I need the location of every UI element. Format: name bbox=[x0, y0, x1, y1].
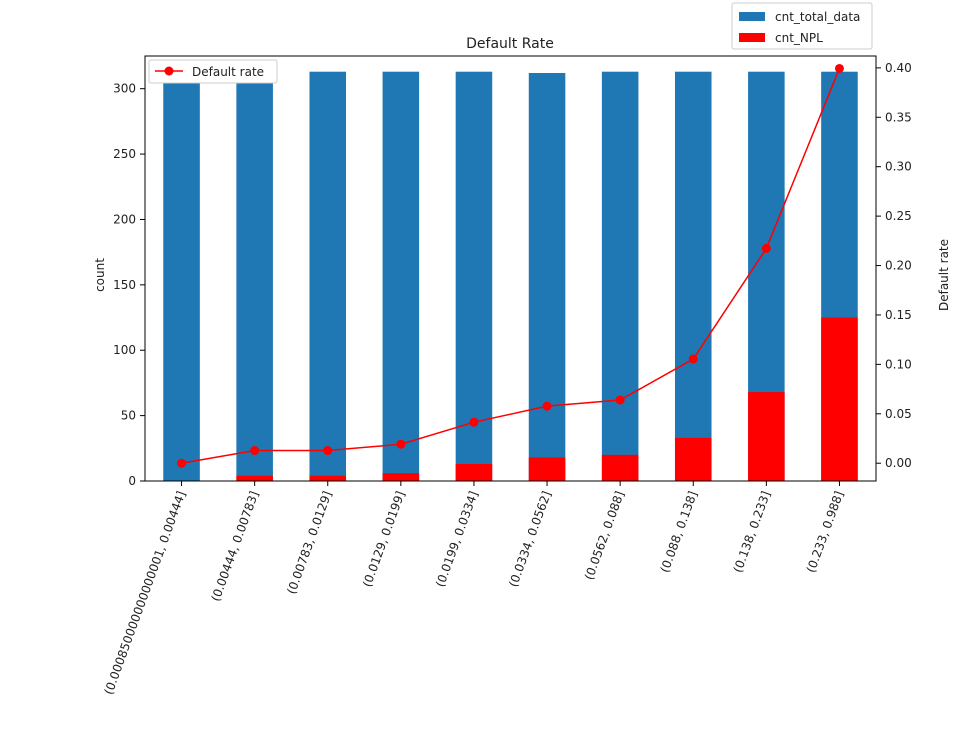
default-rate-point-0 bbox=[177, 458, 187, 468]
bar-total-5 bbox=[528, 73, 566, 481]
chart-title: Default Rate bbox=[466, 36, 554, 52]
default-rate-point-5 bbox=[542, 401, 552, 411]
default-rate-point-6 bbox=[615, 395, 625, 405]
x-tick-label-2: (0.00783, 0.0129] bbox=[284, 489, 334, 596]
plot-frame bbox=[144, 55, 877, 482]
default-rate-point-1 bbox=[250, 446, 260, 456]
legend-line-marker bbox=[164, 66, 174, 76]
bar-total-6 bbox=[601, 71, 639, 481]
bar-npl-3 bbox=[382, 473, 420, 481]
legend-swatch-cnt_total_data bbox=[739, 12, 765, 21]
legend-label-cnt_total_data: cnt_total_data bbox=[775, 10, 860, 24]
x-tick-label-0: (0.000850000000000001, 0.00444] bbox=[102, 489, 189, 696]
x-tick-label-6: (0.0562, 0.088] bbox=[582, 489, 627, 582]
bar-npl-7 bbox=[674, 437, 712, 481]
default-rate-point-4 bbox=[469, 417, 479, 427]
bars-layer bbox=[163, 71, 858, 481]
x-tick-label-4: (0.0199, 0.0334] bbox=[433, 489, 481, 589]
default-rate-point-9 bbox=[834, 63, 844, 73]
y-axis-label-right: Default rate bbox=[937, 239, 951, 311]
y-tick-label-right-3: 0.15 bbox=[885, 308, 912, 322]
default-rate-point-7 bbox=[688, 354, 698, 364]
bar-npl-4 bbox=[455, 464, 493, 481]
bar-npl-6 bbox=[601, 454, 639, 481]
bar-total-0 bbox=[163, 71, 200, 481]
x-tick-label-7: (0.088, 0.138] bbox=[658, 489, 700, 574]
y-tick-label-right-1: 0.05 bbox=[885, 407, 912, 421]
legend-swatch-cnt_NPL bbox=[739, 33, 765, 42]
default-rate-point-8 bbox=[761, 243, 771, 253]
legend-label-default-rate: Default rate bbox=[192, 65, 264, 79]
bar-total-7 bbox=[674, 71, 712, 481]
bar-npl-5 bbox=[528, 457, 566, 481]
bar-total-4 bbox=[455, 71, 493, 481]
y-tick-label-right-8: 0.40 bbox=[885, 61, 912, 75]
bar-total-1 bbox=[236, 71, 273, 481]
legend-line: Default rate bbox=[148, 59, 278, 84]
bar-npl-1 bbox=[236, 475, 273, 481]
bar-npl-2 bbox=[309, 475, 347, 481]
default-rate-point-2 bbox=[323, 446, 333, 456]
y-tick-label-left-6: 300 bbox=[113, 82, 136, 96]
y-tick-label-right-6: 0.30 bbox=[885, 160, 912, 174]
default-rate-line bbox=[181, 68, 841, 464]
y-tick-label-left-3: 150 bbox=[113, 278, 136, 292]
y-axis-label-left: count bbox=[93, 258, 107, 292]
x-tick-label-5: (0.0334, 0.0562] bbox=[506, 489, 554, 589]
legend-line-box bbox=[148, 59, 278, 84]
axes-layer: 0 50 100 150 200 250 300 0.00 0.05 0.10 0.15 0.20 0.… bbox=[102, 55, 912, 697]
legend-bars: cnt_total_data cnt_NPL bbox=[731, 2, 873, 50]
bar-total-2 bbox=[309, 71, 347, 481]
x-tick-label-1: (0.00444, 0.00783] bbox=[209, 489, 262, 603]
y-tick-label-right-0: 0.00 bbox=[885, 456, 912, 470]
y-tick-label-right-4: 0.20 bbox=[885, 259, 912, 273]
bar-npl-9 bbox=[821, 317, 858, 481]
y-tick-label-right-2: 0.10 bbox=[885, 357, 912, 371]
legend-label-cnt_NPL: cnt_NPL bbox=[775, 31, 823, 45]
x-tick-label-3: (0.0129, 0.0199] bbox=[360, 489, 408, 589]
y-tick-label-right-5: 0.25 bbox=[885, 209, 912, 223]
line-layer bbox=[177, 63, 844, 468]
y-tick-label-left-5: 250 bbox=[113, 147, 136, 161]
bar-total-3 bbox=[382, 71, 420, 481]
x-tick-label-9: (0.233, 0.988] bbox=[804, 489, 846, 574]
y-tick-label-left-4: 200 bbox=[113, 212, 136, 226]
default-rate-point-3 bbox=[396, 439, 406, 449]
x-tick-label-8: (0.138, 0.233] bbox=[731, 489, 773, 574]
y-tick-label-right-7: 0.35 bbox=[885, 110, 912, 124]
bar-npl-8 bbox=[748, 392, 785, 481]
legend-bars-box bbox=[731, 2, 873, 50]
y-tick-label-left-2: 100 bbox=[113, 343, 136, 357]
y-tick-label-left-0: 0 bbox=[128, 474, 136, 488]
y-tick-label-left-1: 50 bbox=[121, 409, 136, 423]
